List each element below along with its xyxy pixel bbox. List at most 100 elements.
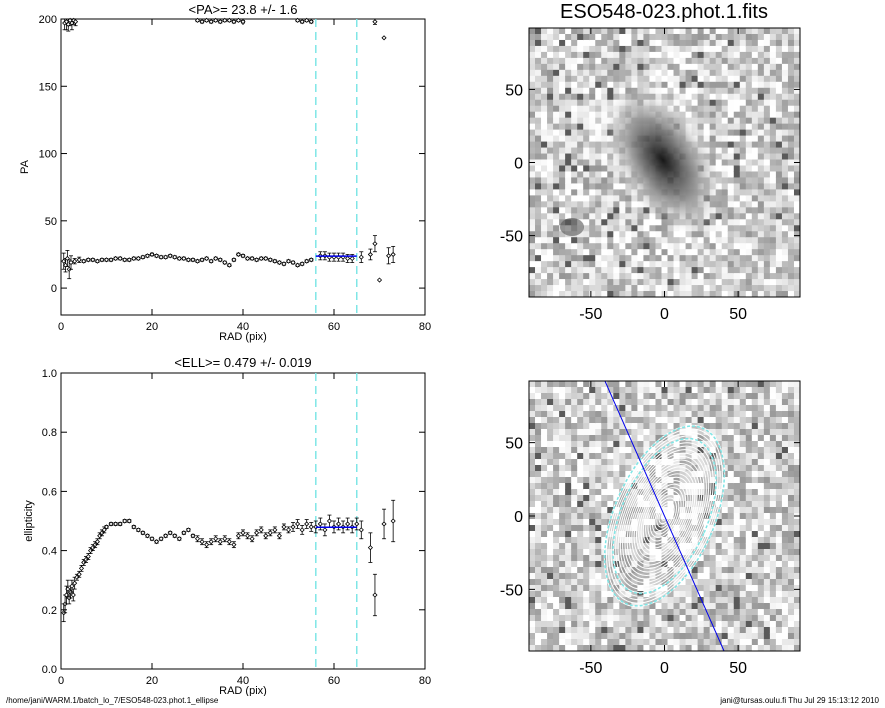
image-pixel (769, 28, 777, 35)
image-pixel (601, 57, 608, 65)
isophote-pixel (769, 615, 777, 622)
image-pixel (571, 111, 578, 119)
image-pixel (583, 159, 590, 167)
isophote-pixel (727, 393, 735, 400)
ell-data-point (231, 542, 237, 548)
image-pixel (721, 285, 729, 292)
isophote-pixel (709, 615, 717, 622)
image-pixel (541, 183, 548, 190)
isophote-pixel (595, 537, 602, 544)
isophote-pixel (757, 387, 765, 394)
isophote-pixel (673, 579, 681, 586)
isophote-pixel (661, 501, 669, 508)
image-pixel (781, 117, 789, 125)
isophote-pixel (577, 399, 584, 406)
image-pixel (763, 177, 771, 185)
isophote-pixel (553, 621, 560, 628)
image-pixel (595, 87, 602, 95)
isophote-pixel (541, 543, 548, 550)
isophote-pixel (757, 399, 765, 406)
image-pixel (727, 189, 735, 196)
image-pixel (595, 225, 602, 232)
isophote-pixel (769, 603, 777, 610)
isophote-pixel (703, 387, 711, 394)
ell-data-point (140, 530, 146, 536)
isophote-pixel (757, 537, 765, 544)
image-pixel (745, 171, 753, 179)
isophote-pixel (709, 399, 717, 406)
isophote-pixel (775, 609, 783, 616)
image-pixel (595, 81, 602, 89)
isophote-pixel (571, 555, 578, 562)
pa-data-point (213, 17, 219, 23)
isophote-pixel (637, 627, 645, 634)
image-pixel (733, 243, 741, 250)
image-pixel (565, 111, 572, 119)
isophote-pixel (553, 513, 560, 520)
image-pixel (553, 69, 560, 77)
ell-data-point (244, 533, 251, 539)
image-pixel (727, 51, 735, 59)
image-pixel (535, 195, 542, 202)
isophote-pixel (565, 627, 572, 634)
isophote-pixel (745, 567, 753, 574)
image-pixel (619, 28, 626, 35)
image-pixel (667, 93, 675, 101)
isophote-pixel (739, 447, 747, 454)
isophote-pixel (727, 411, 735, 418)
isophote-pixel (601, 429, 608, 436)
isophote-pixel (535, 393, 542, 400)
pa-data-point (226, 17, 232, 23)
image-pixel (745, 81, 753, 89)
isophote-pixel (685, 579, 693, 586)
image-pixel (625, 237, 632, 244)
isophote-pixel (529, 645, 536, 651)
image-pixel (559, 123, 566, 131)
isophote-pixel (667, 507, 675, 514)
image-pixel (763, 159, 771, 167)
image-pixel (787, 147, 795, 155)
image-pixel (565, 261, 572, 268)
image-pixel (607, 75, 614, 83)
isophote-pixel (703, 525, 711, 532)
image-pixel (691, 33, 699, 41)
isophote-pixel (715, 531, 723, 538)
isophote-pixel (757, 639, 765, 646)
pa-data-point (372, 19, 378, 25)
image-pixel (583, 219, 590, 226)
isophote-pixel (655, 603, 663, 610)
isophote-pixel (763, 435, 771, 442)
image-pixel (589, 147, 596, 155)
image-pixel (667, 81, 675, 89)
image-pixel (769, 153, 777, 161)
isophote-pixel (583, 609, 590, 616)
isophote-pixel (541, 423, 548, 430)
isophote-pixel (763, 561, 771, 568)
isophote-pixel (691, 537, 699, 544)
isophote-pixel (673, 645, 681, 651)
image-pixel (775, 237, 783, 244)
isophote-pixel (565, 441, 572, 448)
isophote-pixel (763, 405, 771, 412)
image-pixel (535, 243, 542, 250)
isophote-ellipse (626, 459, 703, 573)
image-pixel (733, 201, 741, 208)
isophote-pixel (775, 405, 783, 412)
image-pixel (565, 159, 572, 167)
isophote-pixel (745, 513, 753, 520)
isophote-pixel (613, 591, 620, 598)
image-pixel (583, 63, 590, 71)
isophote-ytick-label: 50 (505, 436, 523, 453)
isophote-pixel (583, 531, 590, 538)
image-pixel (727, 171, 735, 179)
image-pixel (739, 69, 747, 77)
isophote-pixel (571, 585, 578, 592)
image-pixel (709, 93, 717, 101)
image-pixel (649, 261, 657, 268)
isophote-pixel (619, 525, 626, 532)
pa-data-point (204, 255, 210, 262)
isophote-pixel (571, 561, 578, 568)
isophote-pixel (709, 429, 717, 436)
isophote-pixel (751, 477, 759, 484)
image-pixel (781, 28, 789, 35)
